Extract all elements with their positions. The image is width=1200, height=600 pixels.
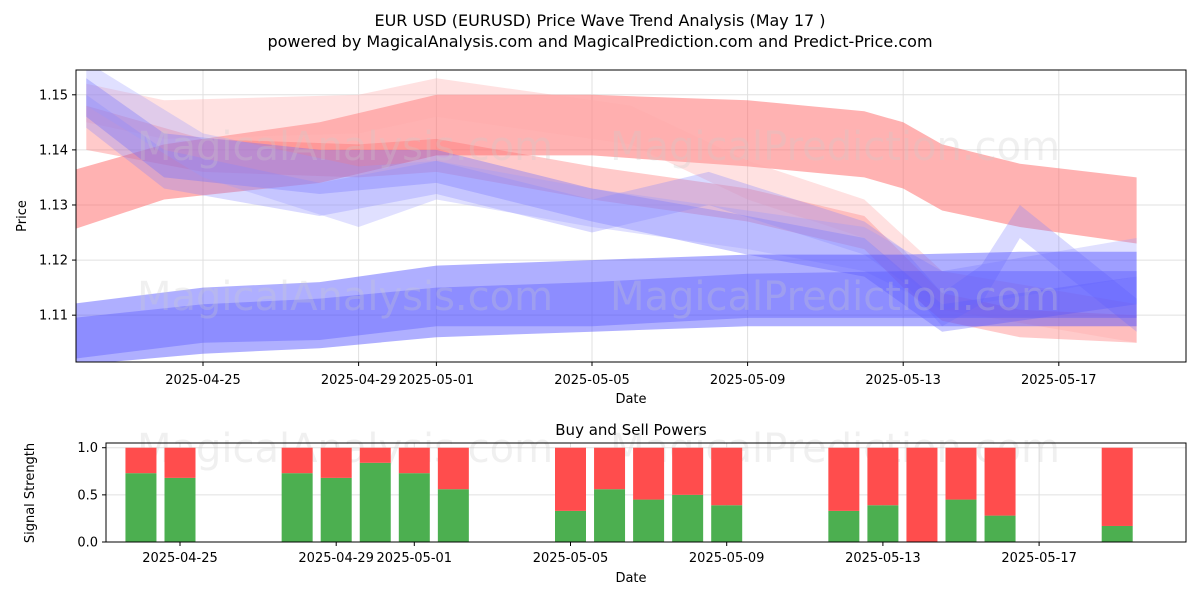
signal-x-tick-label: 2025-05-13 — [845, 551, 921, 566]
signal-x-tick-label: 2025-05-05 — [533, 551, 609, 566]
signal-x-tick-label: 2025-05-01 — [377, 551, 453, 566]
sell-bar — [828, 447, 860, 511]
price-wave-chart: MagicalAnalysis.com MagicalPrediction.co… — [15, 69, 1187, 407]
sell-bar — [906, 447, 938, 542]
signal-y-axis: 0.0 0.5 1.0 — [77, 441, 106, 551]
buy-bar — [633, 499, 665, 542]
price-x-tick-label: 2025-05-13 — [865, 373, 941, 388]
band-red-narrow-band — [86, 105, 1137, 343]
price-x-tick-label: 2025-05-17 — [1021, 373, 1097, 388]
buy-bar — [672, 494, 704, 542]
sell-bar — [711, 447, 743, 506]
watermark-analysis-top: MagicalAnalysis.com — [137, 124, 553, 170]
sell-bar — [398, 447, 430, 474]
signal-x-axis: 2025-04-25 2025-04-29 2025-05-01 2025-05-05… — [142, 542, 1077, 566]
chart-title: EUR USD (EURUSD) Price Wave Trend Analys… — [374, 11, 825, 30]
buy-bar — [984, 515, 1016, 542]
price-y-tick-label: 1.11 — [39, 309, 68, 324]
signal-y-tick-label: 1.0 — [77, 441, 98, 456]
sell-bar — [164, 447, 196, 478]
band-blue-wide-band — [76, 251, 1137, 362]
price-x-tick-label: 2025-05-01 — [399, 373, 475, 388]
band-red-light-wave — [86, 78, 1137, 343]
signal-y-tick-label: 0.5 — [77, 488, 98, 503]
band-blue-wave-1 — [86, 78, 1137, 332]
watermark-prediction-top: MagicalPrediction.com — [610, 124, 1060, 170]
sell-bar — [437, 447, 469, 490]
buy-bar — [945, 499, 977, 542]
price-y-tick-label: 1.12 — [39, 254, 68, 269]
buy-bar — [867, 505, 899, 542]
signal-plot-frame — [105, 442, 1187, 543]
sell-bar — [281, 447, 313, 474]
price-y-label: Price — [15, 200, 30, 232]
buy-bar — [125, 473, 157, 542]
price-y-tick-label: 1.13 — [39, 198, 68, 213]
price-x-tick-label: 2025-04-25 — [165, 373, 241, 388]
buy-bar — [164, 477, 196, 542]
signal-x-tick-label: 2025-04-25 — [142, 551, 218, 566]
buy-bar — [594, 489, 626, 542]
buy-bar — [320, 477, 352, 542]
chart-subtitle: powered by MagicalAnalysis.com and Magic… — [267, 32, 932, 51]
signal-y-label: Signal Strength — [23, 443, 38, 543]
buy-bar — [828, 510, 860, 542]
sell-bar — [594, 447, 626, 490]
price-y-tick-label: 1.15 — [39, 88, 68, 103]
buy-bar — [398, 473, 430, 542]
buy-bar — [437, 489, 469, 542]
signal-x-tick-label: 2025-04-29 — [298, 551, 374, 566]
sell-bar — [984, 447, 1016, 516]
sell-bar — [867, 447, 899, 506]
signal-x-label: Date — [615, 571, 646, 586]
sell-bar — [555, 447, 586, 511]
price-x-axis: 2025-04-25 2025-04-29 2025-05-01 2025-05-05… — [165, 362, 1097, 388]
signal-y-tick-label: 0.0 — [77, 536, 98, 551]
sell-bar — [672, 447, 704, 495]
watermark-prediction-mid: MagicalPrediction.com — [610, 274, 1060, 320]
buy-bar — [359, 462, 391, 542]
sell-bar — [125, 447, 157, 474]
signal-bars — [125, 447, 1133, 542]
price-x-tick-label: 2025-05-05 — [554, 373, 630, 388]
price-bands — [76, 70, 1137, 362]
signal-x-tick-label: 2025-05-17 — [1001, 551, 1077, 566]
sell-bar — [359, 447, 391, 463]
buy-bar — [1101, 525, 1133, 542]
sell-bar — [945, 447, 977, 500]
sell-bar — [1101, 447, 1133, 526]
price-y-axis: 1.11 1.12 1.13 1.14 1.15 — [39, 88, 76, 324]
buy-bar — [281, 473, 313, 542]
signal-chart-title: Buy and Sell Powers — [555, 421, 707, 439]
buy-sell-powers-chart: Buy and Sell Powers MagicalAnalysis.com … — [23, 421, 1187, 586]
price-x-tick-label: 2025-04-29 — [321, 373, 397, 388]
band-red-wide-band — [76, 94, 1137, 244]
price-x-label: Date — [615, 392, 646, 407]
buy-bar — [555, 510, 586, 542]
signal-x-tick-label: 2025-05-09 — [689, 551, 765, 566]
sell-bar — [320, 447, 352, 478]
watermark-analysis-mid: MagicalAnalysis.com — [137, 274, 553, 320]
band-blue-wave-2 — [86, 94, 1137, 332]
band-blue-wave-3 — [86, 70, 1137, 310]
price-y-tick-label: 1.14 — [39, 143, 68, 158]
sell-bar — [633, 447, 665, 500]
price-x-tick-label: 2025-05-09 — [710, 373, 786, 388]
band-blue-narrow-band — [76, 271, 1137, 359]
buy-bar — [711, 505, 743, 542]
price-plot-frame — [75, 69, 1187, 363]
